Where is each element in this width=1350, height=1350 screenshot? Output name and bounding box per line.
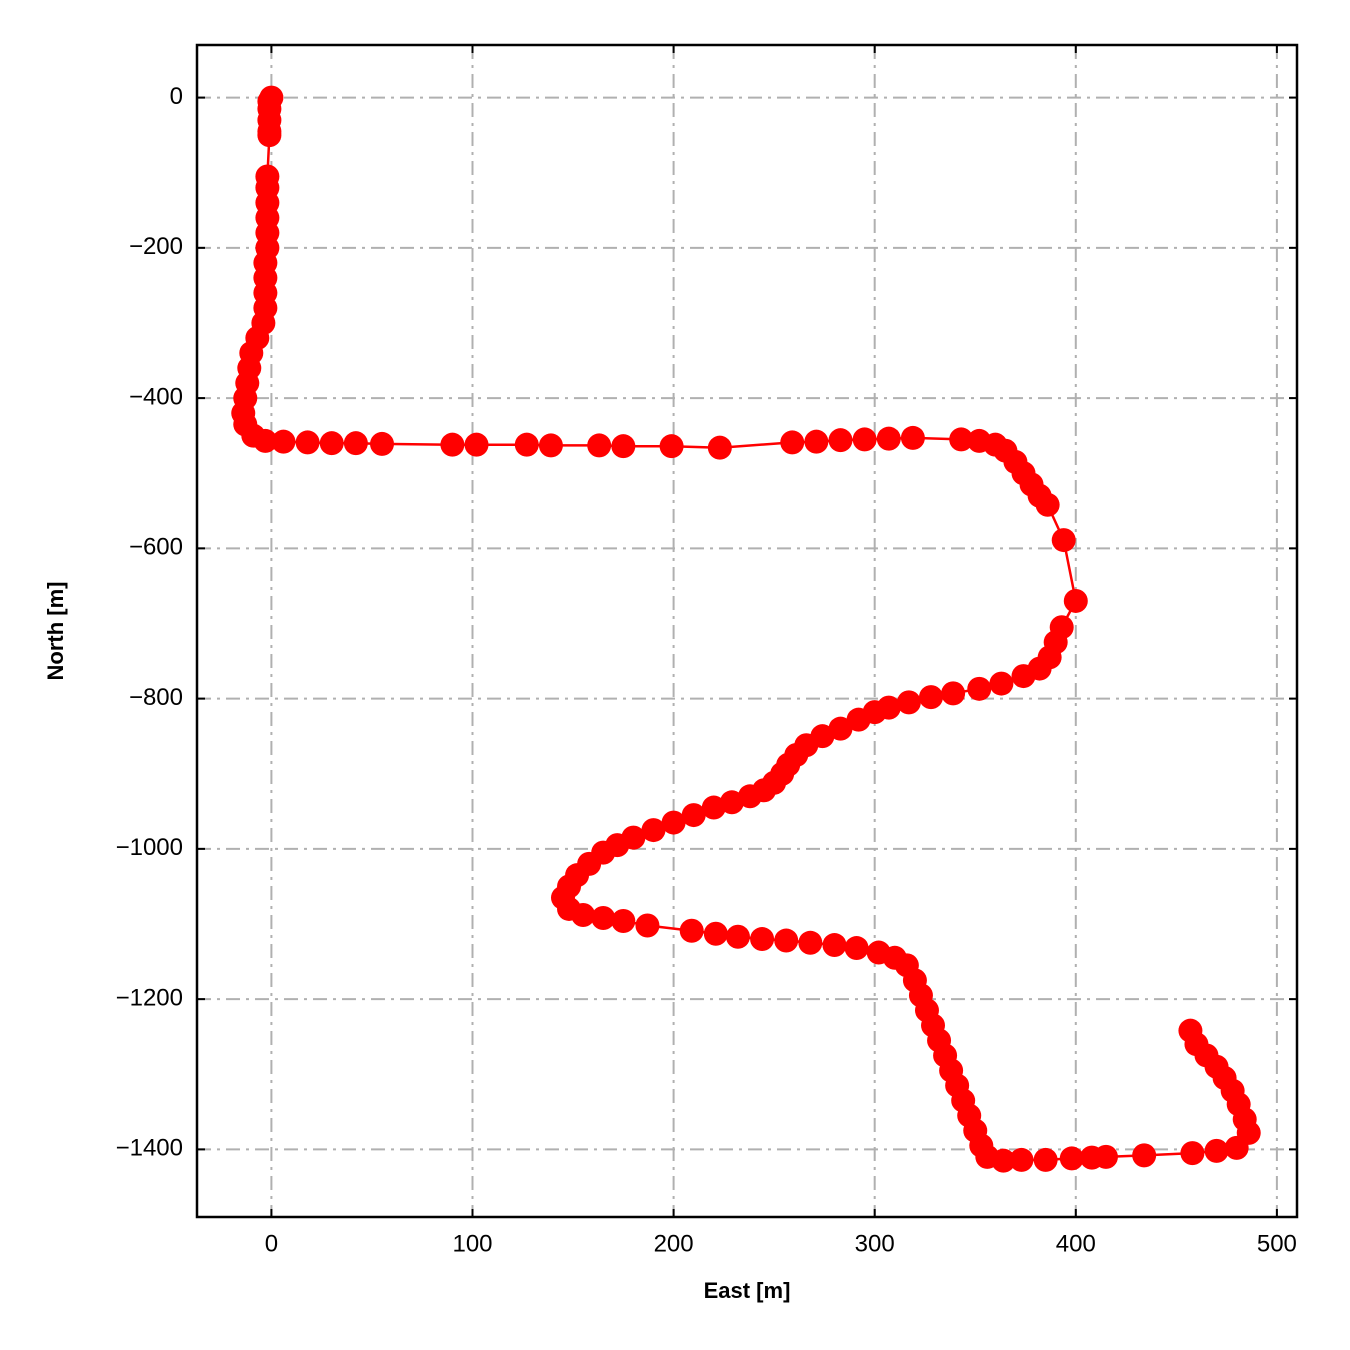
y-tick-label: −600 [129,534,183,561]
y-tick-label: −800 [129,684,183,711]
x-tick-label: 0 [265,1230,278,1257]
point-marker [370,431,395,456]
point-marker [919,685,944,710]
plot-frame [195,43,1299,1219]
point-marker [257,123,282,148]
point-marker [703,921,728,946]
point-marker [896,690,921,715]
point-marker [949,427,974,452]
point-marker [1132,1143,1157,1168]
point-marker [798,930,823,955]
point-marker [661,810,686,835]
x-tick-label: 400 [1056,1230,1096,1257]
point-marker [967,676,992,701]
x-tick-label: 300 [855,1230,895,1257]
point-marker [1011,664,1036,689]
point-marker [343,431,368,456]
point-marker [1033,1147,1058,1172]
point-marker [844,936,869,961]
point-marker [701,795,726,820]
y-tick-label: −200 [129,233,183,260]
y-tick-label: −1200 [116,984,183,1011]
point-marker [900,425,925,450]
point-marker [774,928,799,953]
point-marker [719,790,744,815]
point-marker [253,428,278,453]
point-marker [611,434,636,459]
point-marker [641,818,666,843]
y-tick-label: −1000 [116,834,183,861]
point-marker [319,431,344,456]
point-marker [1059,1146,1084,1171]
point-marker [1009,1147,1034,1172]
trajectory-line [242,97,1251,1162]
point-marker [587,433,612,458]
point-marker [611,908,636,933]
y-axis-label: North [m] [43,582,68,681]
point-marker [852,427,877,452]
point-marker [679,918,704,943]
point-marker [780,430,805,455]
x-tick-label: 500 [1257,1230,1297,1257]
point-marker [725,924,750,949]
point-marker [1178,1018,1203,1043]
point-marker [828,716,853,741]
point-marker [681,803,706,828]
x-axis-label: East [m] [704,1278,791,1303]
point-marker [1051,528,1076,553]
point-marker [591,905,616,930]
point-marker [846,707,871,732]
point-marker [440,432,465,457]
point-marker [941,681,966,706]
point-marker [514,432,539,457]
point-marker [1093,1144,1118,1169]
point-marker [707,435,732,460]
point-marker [295,430,320,455]
point-marker [464,432,489,457]
point-marker [989,671,1014,696]
x-tick-label: 100 [452,1230,492,1257]
y-tick-label: −1400 [116,1135,183,1162]
point-marker [750,927,775,952]
point-marker [538,433,563,458]
point-marker [271,429,296,454]
point-marker [738,784,763,809]
point-marker [822,933,847,958]
point-marker [991,1148,1016,1173]
point-marker [659,434,684,459]
point-marker [1180,1141,1205,1166]
y-tick-label: −400 [129,383,183,410]
point-marker [1035,492,1060,517]
point-marker [571,902,596,927]
point-marker [828,428,853,453]
point-marker [1063,588,1088,613]
point-marker [804,429,829,454]
point-marker [876,426,901,451]
point-marker [635,913,660,938]
y-tick-label: 0 [170,83,183,110]
point-marker [1204,1138,1229,1163]
x-tick-label: 200 [654,1230,694,1257]
